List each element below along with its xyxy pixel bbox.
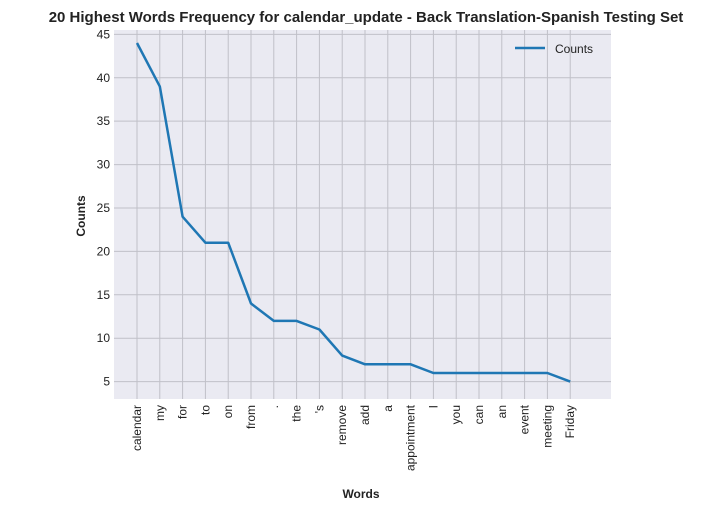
x-tick-label: 's bbox=[312, 405, 326, 413]
counts-series-line bbox=[135, 42, 571, 383]
chart-title: 20 Highest Words Frequency for calendar_… bbox=[49, 9, 684, 26]
x-tick-label: can bbox=[472, 405, 486, 424]
x-tick-label: . bbox=[267, 405, 281, 408]
x-tick-label: calendar bbox=[130, 405, 144, 451]
x-tick-label: the bbox=[290, 405, 304, 422]
y-tick-label: 5 bbox=[103, 375, 110, 389]
y-tick-label: 40 bbox=[97, 71, 111, 85]
x-tick-label: from bbox=[244, 405, 258, 429]
x-tick-label: my bbox=[153, 405, 167, 421]
x-tick-label: meeting bbox=[540, 405, 554, 448]
x-tick-label: remove bbox=[335, 405, 349, 445]
y-axis-label: Counts bbox=[74, 195, 88, 237]
y-tick-label: 35 bbox=[97, 114, 111, 128]
y-tick-label: 30 bbox=[97, 158, 111, 172]
plot-area bbox=[114, 30, 611, 399]
y-axis-ticks: 5 10 15 20 25 30 35 40 45 bbox=[97, 27, 111, 388]
x-tick-label: add bbox=[358, 405, 372, 425]
y-tick-label: 25 bbox=[97, 201, 111, 215]
y-tick-label: 15 bbox=[97, 288, 111, 302]
gridlines bbox=[114, 30, 611, 399]
y-tick-label: 20 bbox=[97, 244, 111, 258]
x-tick-label: on bbox=[221, 405, 235, 418]
y-tick-label: 45 bbox=[97, 27, 111, 41]
y-tick-label: 10 bbox=[97, 331, 111, 345]
x-tick-label: an bbox=[495, 405, 509, 418]
x-tick-label: Friday bbox=[563, 405, 577, 438]
data-points bbox=[136, 42, 571, 382]
x-tick-label: to bbox=[198, 405, 212, 415]
x-axis-label: Words bbox=[342, 487, 379, 501]
legend: Counts bbox=[515, 42, 593, 56]
x-tick-label: a bbox=[381, 405, 395, 412]
x-axis-ticks: calendar my for to on from. the 's remove add a app… bbox=[130, 404, 577, 471]
x-tick-label: event bbox=[518, 404, 532, 434]
x-tick-label: you bbox=[449, 405, 463, 424]
legend-label: Counts bbox=[555, 42, 593, 56]
x-tick-label: appointment bbox=[404, 404, 418, 471]
x-tick-label: for bbox=[176, 405, 190, 419]
x-tick-label: I bbox=[426, 405, 440, 408]
